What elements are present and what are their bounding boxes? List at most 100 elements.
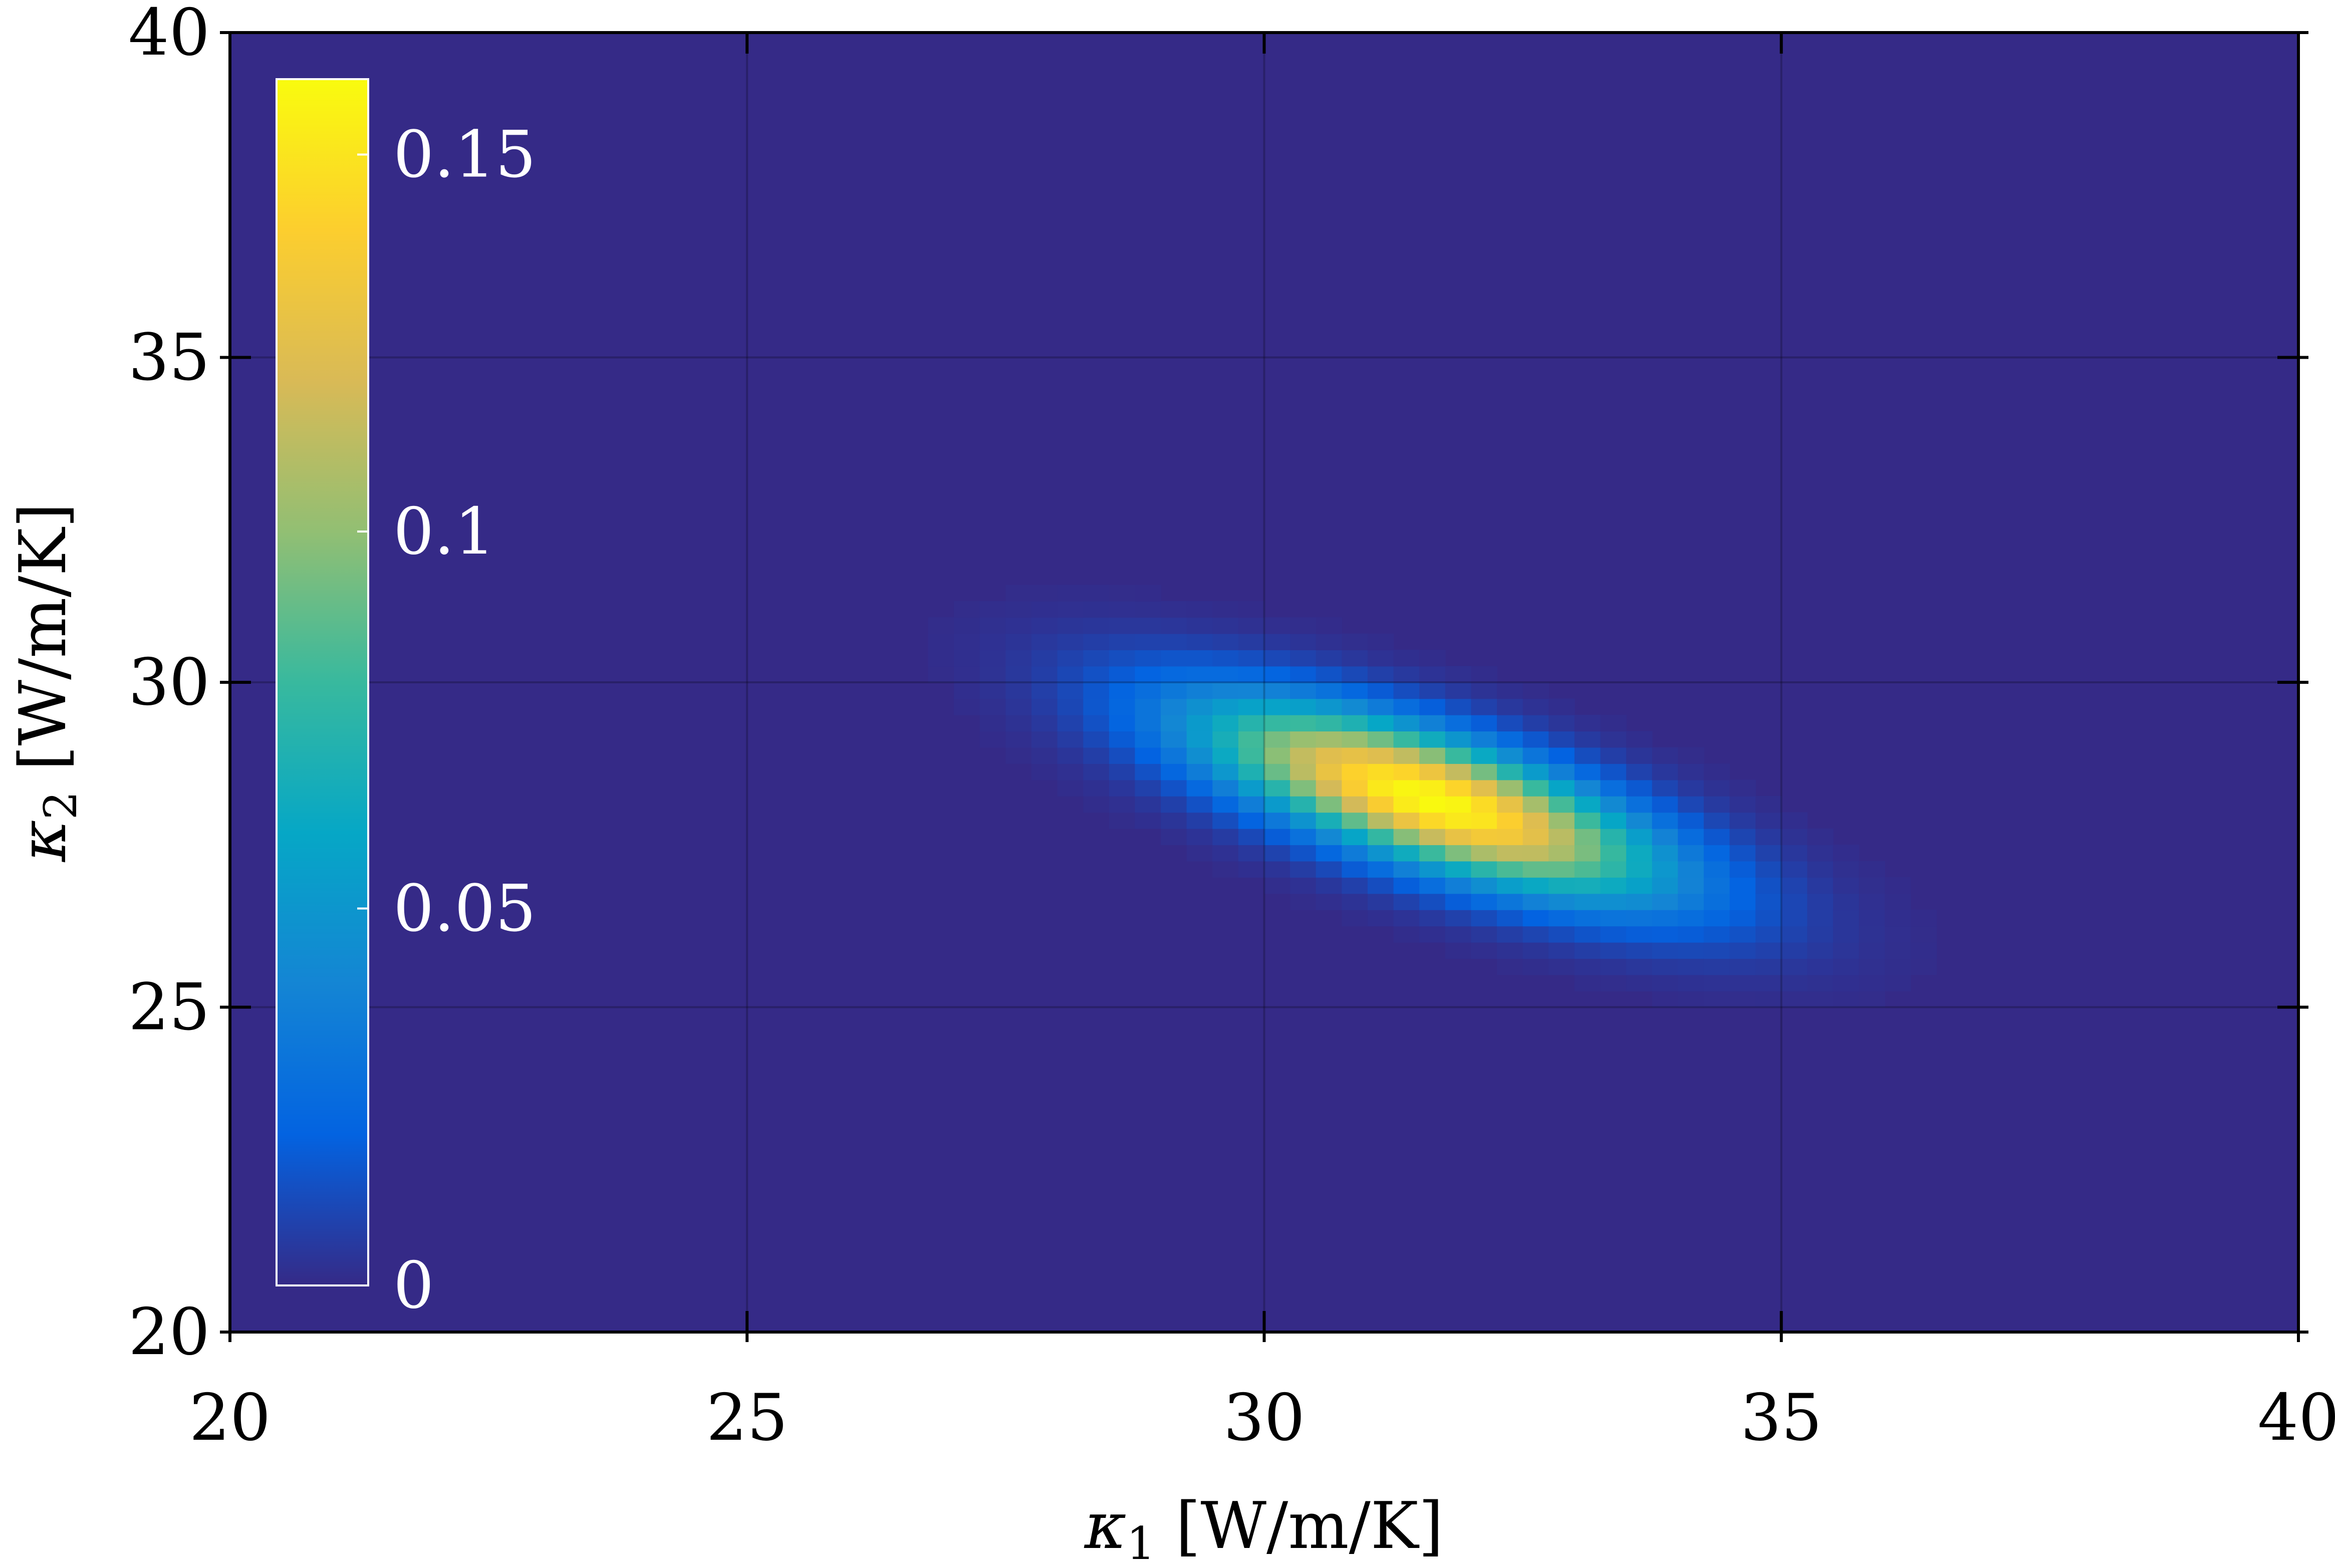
heatmap-cell [1885,926,1911,943]
heatmap-cell [1885,893,1911,910]
heatmap-cell [1109,731,1136,748]
heatmap-cell [1005,633,1032,650]
heatmap-cell [1057,747,1084,764]
y-tick-label: 30 [128,645,210,720]
heatmap-cell [1083,682,1110,699]
heatmap-cell [1548,731,1575,748]
heatmap-cell [1419,909,1446,927]
x-tick-label: 35 [1740,1381,1822,1455]
heatmap-cell [1652,958,1679,975]
heatmap-cell [1885,958,1911,975]
heatmap-cell [1548,714,1575,732]
heatmap-cell [1885,974,1911,991]
heatmap-cell [1807,828,1834,846]
heatmap-cell [1652,763,1679,780]
heatmap-cell [1316,633,1343,650]
heatmap-cell [1419,926,1446,943]
heatmap-cell [1264,828,1290,846]
heatmap-cell [954,698,980,715]
heatmap-cell [1367,779,1394,797]
heatmap-cell [1859,974,1885,991]
heatmap-cell [1703,974,1730,991]
heatmap-cell [1031,747,1058,764]
heatmap-cell [1729,909,1756,927]
heatmap-cell [1367,877,1394,894]
heatmap-cell [1755,958,1782,975]
heatmap-cell [1522,796,1549,813]
y-tick-label: 40 [128,0,210,70]
heatmap-cell [1703,877,1730,894]
y-axis-unit: [W/m/K] [6,503,81,791]
heatmap-cell [1393,666,1420,683]
heatmap-cell [1471,796,1497,813]
heatmap-cell [1574,763,1601,780]
heatmap-cell [1419,828,1446,846]
heatmap-cell [1600,926,1627,943]
heatmap-cell [1445,861,1472,878]
heatmap-cell [1031,617,1058,634]
heatmap-cell [1497,698,1523,715]
heatmap-cell [1393,909,1420,927]
heatmap-cell [1497,909,1523,927]
heatmap-cell [1703,812,1730,829]
heatmap-cell [1729,845,1756,862]
heatmap-cell [1471,666,1497,683]
heatmap-cell [1859,861,1885,878]
heatmap-cell [1626,731,1653,748]
heatmap-cell [1678,747,1704,764]
heatmap-cell [1393,845,1420,862]
heatmap-cell [1522,861,1549,878]
heatmap-cell [1005,682,1032,699]
heatmap-cell [1729,958,1756,975]
heatmap-cell [1497,763,1523,780]
heatmap-cell [1186,845,1213,862]
heatmap-cell [1109,682,1136,699]
heatmap-cell [1910,926,1937,943]
heatmap-cell [1393,877,1420,894]
heatmap-cell [1729,974,1756,991]
heatmap-cell [1600,845,1627,862]
heatmap-cell [1574,845,1601,862]
heatmap-cell [1212,828,1239,846]
heatmap-cell [979,650,1006,667]
heatmap-cell [1238,633,1265,650]
heatmap-cell [1574,893,1601,910]
heatmap-cell [1600,812,1627,829]
heatmap-cell [1678,926,1704,943]
heatmap-cell [1626,812,1653,829]
heatmap-cell [954,601,980,618]
heatmap-cell [1135,666,1161,683]
heatmap-cell [1445,714,1472,732]
heatmap-cell [1522,828,1549,846]
heatmap-cell [1419,650,1446,667]
heatmap-cell [1057,779,1084,797]
heatmap-cell [1522,714,1549,732]
heatmap-cell [1703,926,1730,943]
heatmap-cell [1574,877,1601,894]
heatmap-cell [1471,926,1497,943]
heatmap-cell [1212,779,1239,797]
x-axis-subscript: 1 [1127,1517,1155,1568]
heatmap-cell [1471,877,1497,894]
heatmap-cell [1238,845,1265,862]
heatmap-cell [1755,828,1782,846]
heatmap-cell [1393,714,1420,732]
heatmap-cell [1522,942,1549,959]
heatmap-cell [1109,796,1136,813]
heatmap-cell [1522,877,1549,894]
heatmap-cell [1678,763,1704,780]
heatmap-cell [1497,812,1523,829]
heatmap-cell [1367,682,1394,699]
heatmap-cell [1548,763,1575,780]
heatmap-cell [1600,974,1627,991]
heatmap-cell [1342,779,1368,797]
heatmap-cell [1497,861,1523,878]
heatmap-cell [1316,796,1343,813]
heatmap-cell [1574,942,1601,959]
y-axis-subscript: 2 [35,791,87,820]
heatmap-cell [1161,633,1187,650]
heatmap-cell [1729,991,1756,1008]
heatmap-cell [1497,828,1523,846]
heatmap-cell [979,601,1006,618]
heatmap-cell [1393,747,1420,764]
